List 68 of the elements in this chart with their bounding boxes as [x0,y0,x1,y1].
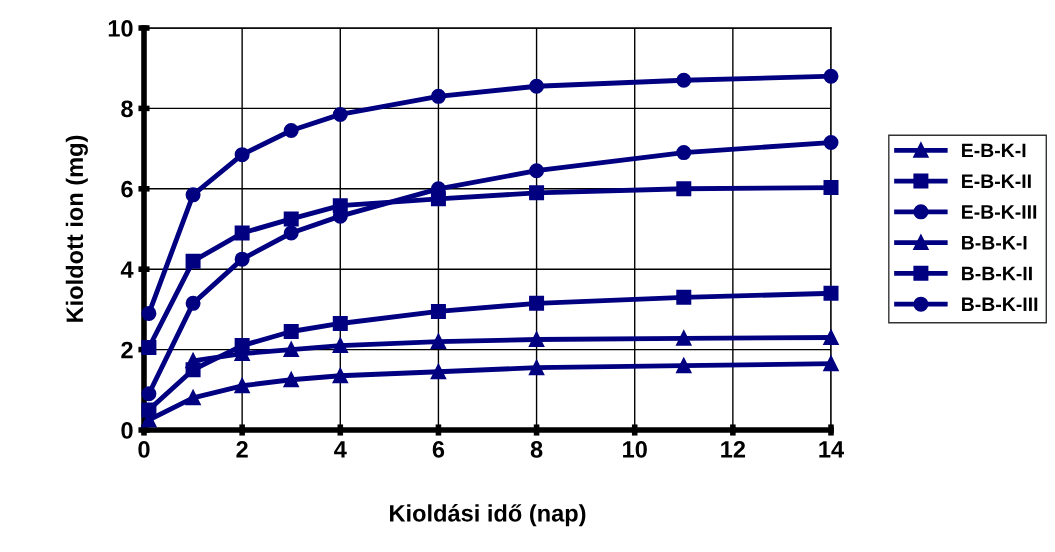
x-tick-label: 12 [721,441,746,458]
point [823,285,839,301]
point [283,324,299,340]
point [234,251,250,267]
legend-label: B-B-K-II [962,266,1032,281]
x-tick-label: 8 [530,441,543,458]
y-tick-label: 6 [121,180,133,198]
point [430,88,446,104]
point [283,225,299,241]
point [676,72,692,88]
x-tick-label: 10 [623,441,647,458]
x-tick-label: 6 [432,441,445,458]
point [430,334,446,350]
point [185,187,201,203]
x-tick-label: 0 [138,441,150,458]
point [141,340,157,356]
point [430,303,446,319]
point [676,145,692,161]
y-tick-label: 0 [121,422,133,439]
point [823,356,839,372]
point [676,181,692,197]
legend-label: E-B-K-II [962,174,1031,188]
point [823,68,839,84]
point [283,123,299,139]
point [823,180,839,196]
x-tick-label: 14 [819,441,845,458]
point [185,295,201,311]
point [529,360,545,376]
y-tick-label: 8 [121,100,133,118]
point [185,362,201,378]
point [234,338,250,354]
x-tick-label: 2 [236,441,248,458]
point [141,386,157,402]
point [283,372,299,388]
point [234,147,250,163]
point [234,225,250,241]
point [529,332,545,348]
point [529,78,545,94]
y-tick-label: 10 [108,20,133,37]
point [430,364,446,380]
legend-label: E-B-K-I [962,143,1026,158]
point [332,368,348,384]
point [332,315,348,331]
point [529,295,545,311]
x-axis-title: Kioldási idő (nap) [390,504,586,527]
point [823,330,839,346]
y-tick-label: 2 [121,341,133,359]
y-tick-label: 4 [120,261,134,278]
point [676,358,692,374]
point [529,185,545,201]
point [676,289,692,305]
x-tick-label: 4 [334,441,347,458]
legend-label: B-B-K-III [962,297,1038,311]
point [676,330,692,346]
point [185,253,201,269]
y-axis-title: Kioldott ion (mg) [65,135,88,322]
point [141,305,157,321]
point [332,338,348,354]
point [823,135,839,151]
legend-label: E-B-K-III [962,205,1037,219]
point [283,211,299,227]
point [332,106,348,122]
legend-label: B-B-K-I [962,236,1027,250]
point [234,378,250,394]
point [529,163,545,179]
point [185,390,201,406]
point [283,342,299,358]
point [141,402,157,418]
